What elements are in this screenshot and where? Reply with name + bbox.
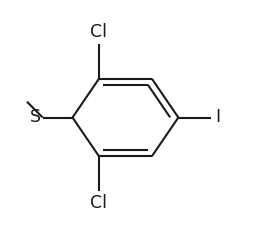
Text: I: I: [215, 109, 220, 126]
Text: Cl: Cl: [90, 194, 108, 212]
Text: Cl: Cl: [90, 23, 108, 41]
Text: S: S: [30, 109, 41, 126]
